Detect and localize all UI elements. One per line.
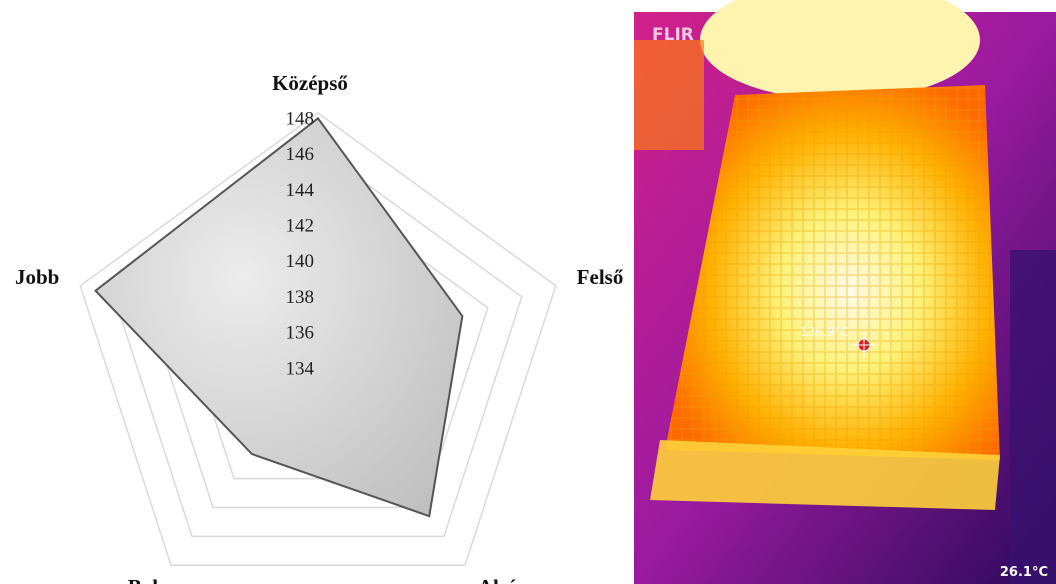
warm-region (634, 40, 704, 150)
r-tick-label: 138 (286, 287, 315, 308)
cool-region (1010, 250, 1056, 584)
r-tick-label: 134 (286, 358, 315, 379)
thermal-image: FLIR 136.9°C 26.1°C (634, 0, 1056, 584)
axis-label: Középső (272, 71, 348, 95)
page: 134 136 138 140 142 144 146 148 Középső Felső Alsó… (0, 0, 1056, 584)
r-tick-label: 146 (286, 144, 315, 165)
logo: FLIR (652, 25, 694, 45)
axis-label: Alsó (478, 575, 518, 584)
r-tick-label: 140 (286, 251, 315, 272)
scale-reading: 26.1°C (1000, 565, 1048, 580)
r-tick-label: 136 (286, 323, 315, 344)
r-tick-label: 142 (286, 216, 315, 237)
spot-reading: 136.9°C (800, 325, 849, 339)
axis-label: Jobb (15, 265, 59, 289)
r-tick-label: 144 (286, 180, 315, 201)
r-tick-label: 148 (286, 108, 315, 129)
axis-label: Bal (128, 575, 159, 584)
radar-chart: 134 136 138 140 142 144 146 148 Középső Felső Alsó… (15, 71, 623, 584)
axis-label: Felső (577, 265, 624, 289)
